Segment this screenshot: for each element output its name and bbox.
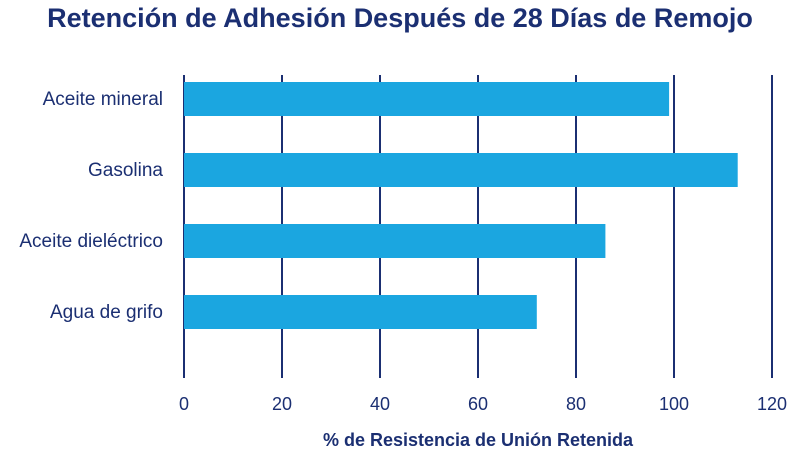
x-tick-label: 80 (566, 394, 586, 414)
x-tick-label: 0 (179, 394, 189, 414)
x-tick-label: 20 (272, 394, 292, 414)
bar-aceite-mineral (184, 82, 670, 116)
bar-aceite-diel-ctrico (184, 224, 606, 258)
x-axis-ticks: 0 20 40 60 80 100 120 (179, 394, 787, 414)
x-axis-title: % de Resistencia de Unión Retenida (323, 430, 634, 450)
category-label: Agua de grifo (50, 302, 163, 323)
category-label: Gasolina (88, 160, 163, 181)
x-tick-label: 100 (659, 394, 689, 414)
x-tick-label: 120 (757, 394, 787, 414)
bar-agua-de-grifo (184, 295, 537, 329)
bar-gasolina (184, 153, 738, 187)
x-tick-label: 60 (468, 394, 488, 414)
chart-title: Retención de Adhesión Después de 28 Días… (47, 3, 753, 33)
bars (184, 82, 738, 329)
x-tick-label: 40 (370, 394, 390, 414)
category-labels: Aceite mineral Gasolina Aceite dieléctrico… (19, 89, 163, 323)
category-label: Aceite dieléctrico (19, 231, 163, 252)
category-label: Aceite mineral (43, 89, 163, 110)
